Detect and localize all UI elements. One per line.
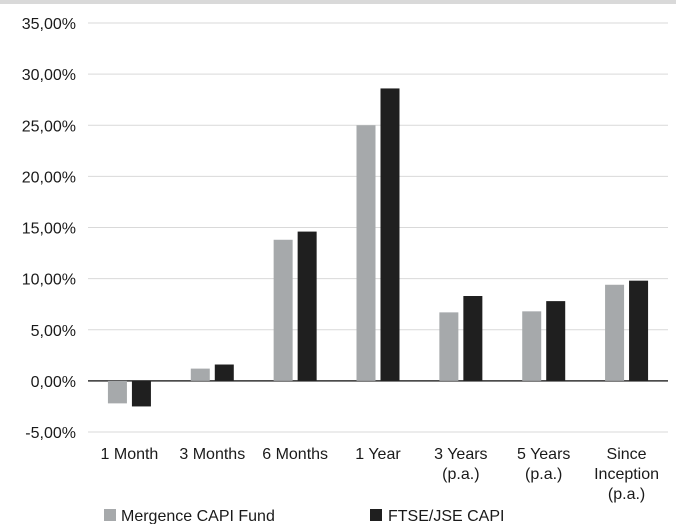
bar-index [297,231,317,381]
gridlines [88,22,668,433]
x-tick-label: 5 Years [517,446,570,463]
legend-swatch [370,509,382,521]
bar-fund [273,239,293,381]
bar-index [463,296,483,381]
x-tick-label: (p.a.) [525,466,562,483]
legend-label: FTSE/JSE CAPI [388,508,504,524]
legend-swatch [104,509,116,521]
bar-fund [439,312,459,381]
x-tick-label: 1 Month [101,446,159,463]
y-tick-label: 25,00% [22,118,76,135]
y-tick-label: 10,00% [22,272,76,289]
bars [107,88,649,407]
y-tick-label: 30,00% [22,67,76,84]
bar-index [380,88,400,381]
bar-fund [107,380,127,404]
y-tick-label: 15,00% [22,221,76,238]
x-tick-label: Inception [594,466,659,483]
y-tick-label: -5,00% [25,425,76,442]
legend: Mergence CAPI Fund FTSE/JSE CAPI [104,508,504,524]
x-tick-label: 1 Year [355,446,401,463]
x-tick-label: 6 Months [262,446,328,463]
y-axis: 35,00% 30,00% 25,00% 20,00% 15,00% 10,00% 5,00… [22,16,76,442]
x-tick-label: (p.a.) [442,466,479,483]
bar-fund [605,284,625,381]
y-tick-label: 0,00% [31,374,76,391]
bar-fund [522,311,542,381]
bar-fund [356,125,376,381]
y-tick-label: 20,00% [22,169,76,186]
bar-index [629,280,649,381]
x-axis: 1 Month 3 Months 6 Months 1 Year 3 Years (p.a… [101,446,660,503]
y-tick-label: 5,00% [31,323,76,340]
x-tick-label: Since [607,446,647,463]
y-tick-label: 35,00% [22,16,76,33]
chart-top-border [0,0,676,4]
x-tick-label: (p.a.) [608,486,645,503]
bar-index [214,364,234,381]
bar-index [131,380,151,407]
x-tick-label: 3 Months [179,446,245,463]
legend-label: Mergence CAPI Fund [121,508,275,524]
x-tick-label: 3 Years [434,446,487,463]
bar-fund [190,368,210,381]
bar-index [546,301,566,381]
